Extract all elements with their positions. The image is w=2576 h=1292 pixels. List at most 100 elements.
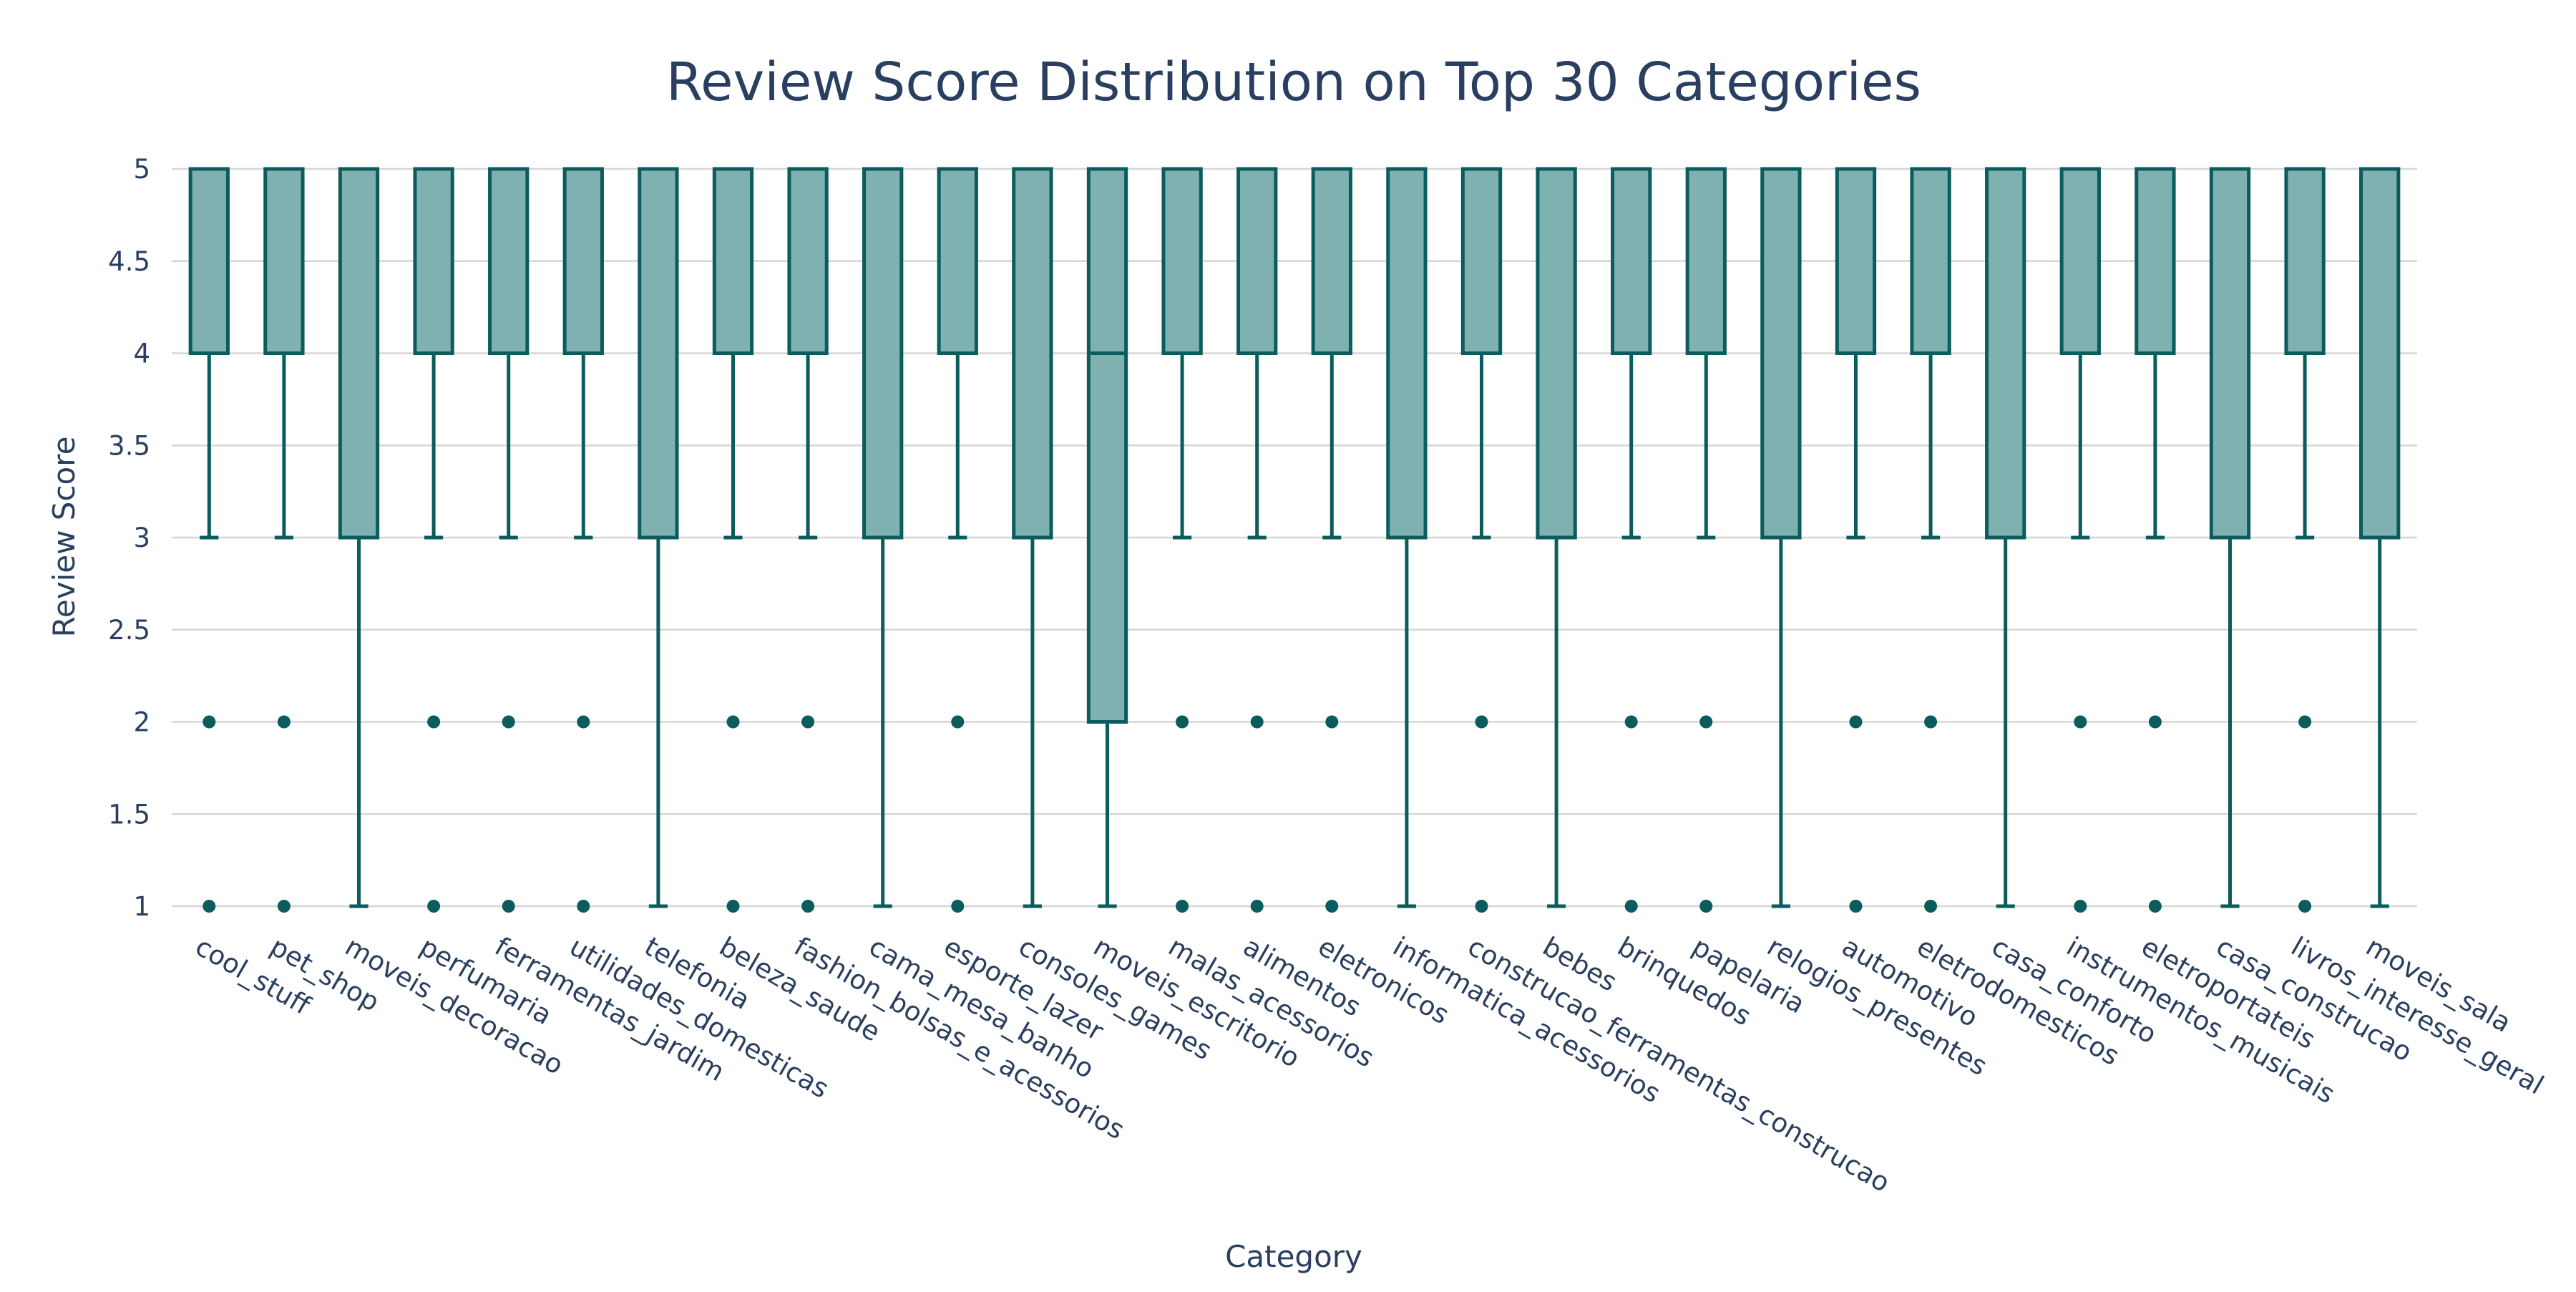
iqr-box — [1985, 167, 2026, 540]
box-consoles_games — [1012, 167, 1053, 908]
y-tick-label: 1.5 — [108, 799, 150, 830]
iqr-box — [338, 167, 380, 540]
iqr-box — [1086, 167, 1128, 724]
box-eletronicos — [1311, 167, 1352, 913]
box-fashion_bolsas_e_acessorios — [787, 167, 829, 913]
iqr-box — [1611, 167, 1652, 355]
outlier-point — [1250, 900, 1264, 913]
y-axis-title: Review Score — [47, 437, 82, 638]
iqr-box — [263, 167, 305, 355]
iqr-box — [1311, 167, 1352, 355]
x-axis-title: Category — [1225, 1239, 1362, 1274]
outlier-point — [951, 900, 965, 913]
iqr-box — [2059, 167, 2101, 355]
gridlines — [172, 167, 2417, 908]
box-malas_acessorios — [1161, 167, 1203, 913]
iqr-box — [2135, 167, 2176, 355]
iqr-box — [188, 167, 230, 355]
iqr-box — [1910, 167, 1951, 355]
outlier-point — [502, 900, 515, 913]
outlier-point — [1624, 715, 1638, 729]
box-cama_mesa_banho — [862, 167, 904, 908]
box-construcao_ferramentas_construcao — [1460, 167, 1503, 913]
chart-title: Review Score Distribution on Top 30 Cate… — [666, 52, 1921, 113]
outlier-point — [1250, 715, 1264, 729]
iqr-box — [1835, 167, 1877, 355]
iqr-box — [937, 167, 978, 355]
iqr-box — [1760, 167, 1802, 540]
outlier-point — [1475, 715, 1488, 729]
outlier-point — [1699, 715, 1713, 729]
outlier-point — [2148, 900, 2162, 913]
iqr-box — [712, 167, 754, 355]
iqr-box — [638, 167, 679, 540]
iqr-box — [562, 167, 604, 355]
boxes — [188, 167, 2401, 913]
y-tick-label: 2.5 — [108, 615, 150, 646]
outlier-point — [1849, 715, 1863, 729]
box-informatica_acessorios — [1386, 167, 1428, 908]
box-utilidades_domesticas — [562, 167, 604, 913]
y-tick-label: 4 — [133, 339, 150, 369]
box-eletrodomesticos — [1910, 167, 1951, 913]
outlier-point — [277, 715, 291, 729]
y-tick-label: 4.5 — [108, 246, 150, 277]
outlier-point — [577, 900, 590, 913]
y-tick-label: 3 — [133, 523, 150, 553]
outlier-point — [1624, 900, 1638, 913]
box-perfumaria — [413, 167, 454, 913]
box-casa_conforto — [1985, 167, 2026, 908]
box-eletroportateis — [2135, 167, 2176, 913]
iqr-box — [1460, 167, 1503, 355]
box-alimentos — [1236, 167, 1278, 913]
box-automotivo — [1835, 167, 1877, 913]
outlier-point — [502, 715, 515, 729]
iqr-box — [787, 167, 829, 355]
outlier-point — [1924, 715, 1938, 729]
iqr-box — [1386, 167, 1428, 540]
outlier-point — [1325, 715, 1339, 729]
y-tick-label: 1 — [133, 891, 150, 922]
iqr-box — [1685, 167, 1727, 355]
box-moveis_decoracao — [338, 167, 380, 908]
box-casa_construcao — [2209, 167, 2251, 908]
outlier-point — [203, 900, 216, 913]
outlier-point — [1699, 900, 1713, 913]
outlier-point — [1325, 900, 1339, 913]
outlier-point — [1176, 715, 1189, 729]
outlier-point — [2074, 715, 2087, 729]
outlier-point — [1924, 900, 1938, 913]
box-esporte_lazer — [937, 167, 978, 913]
y-tick-label: 3.5 — [108, 430, 150, 461]
iqr-box — [2284, 167, 2326, 355]
outlier-point — [1176, 900, 1189, 913]
box-instrumentos_musicais — [2059, 167, 2101, 913]
outlier-point — [1849, 900, 1863, 913]
box-telefonia — [638, 167, 679, 908]
iqr-box — [1536, 167, 1577, 540]
box-livros_interesse_geral — [2284, 167, 2326, 913]
iqr-box — [862, 167, 904, 540]
outlier-point — [427, 715, 441, 729]
outlier-point — [951, 715, 965, 729]
outlier-point — [277, 900, 291, 913]
outlier-point — [2074, 900, 2087, 913]
box-relogios_presentes — [1760, 167, 1802, 908]
box-cool_stuff — [188, 167, 230, 913]
iqr-box — [2359, 167, 2401, 540]
box-papelaria — [1685, 167, 1727, 913]
iqr-box — [488, 167, 530, 355]
iqr-box — [1161, 167, 1203, 355]
outlier-point — [203, 715, 216, 729]
outlier-point — [726, 715, 740, 729]
outlier-point — [801, 715, 815, 729]
outlier-point — [1475, 900, 1488, 913]
box-beleza_saude — [712, 167, 754, 913]
iqr-box — [2209, 167, 2251, 540]
outlier-point — [726, 900, 740, 913]
y-tick-label: 5 — [133, 154, 150, 185]
outlier-point — [2298, 715, 2312, 729]
y-axis-ticks: 1 1.5 2 2.5 3 3.5 4 4.5 5 — [108, 154, 150, 922]
